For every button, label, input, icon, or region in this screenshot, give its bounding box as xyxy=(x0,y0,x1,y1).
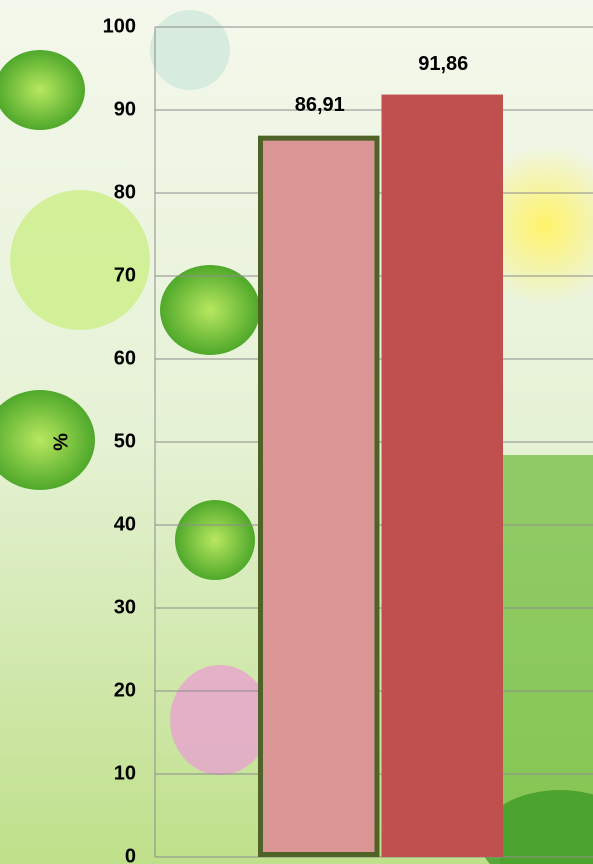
chart: % 0 10 20 30 40 50 60 70 80 90 100 86,91 91,86 xyxy=(0,0,593,864)
y-tick-label: 60 xyxy=(114,347,136,369)
y-tick-label: 90 xyxy=(114,98,136,120)
bar xyxy=(261,138,378,854)
y-tick-label: 0 xyxy=(125,845,136,864)
y-tick-label: 30 xyxy=(114,596,136,618)
y-tick-label: 50 xyxy=(114,430,136,452)
y-tick-label: 100 xyxy=(103,15,136,37)
y-tick-label: 10 xyxy=(114,762,136,784)
value-label: 91,86 xyxy=(418,53,468,75)
value-label: 86,91 xyxy=(295,94,345,116)
y-tick-label: 40 xyxy=(114,513,136,535)
y-tick-label: 80 xyxy=(114,181,136,203)
bar xyxy=(382,95,504,857)
y-tick-label: 20 xyxy=(114,679,136,701)
y-axis-label: % xyxy=(50,433,72,451)
y-tick-label: 70 xyxy=(114,264,136,286)
